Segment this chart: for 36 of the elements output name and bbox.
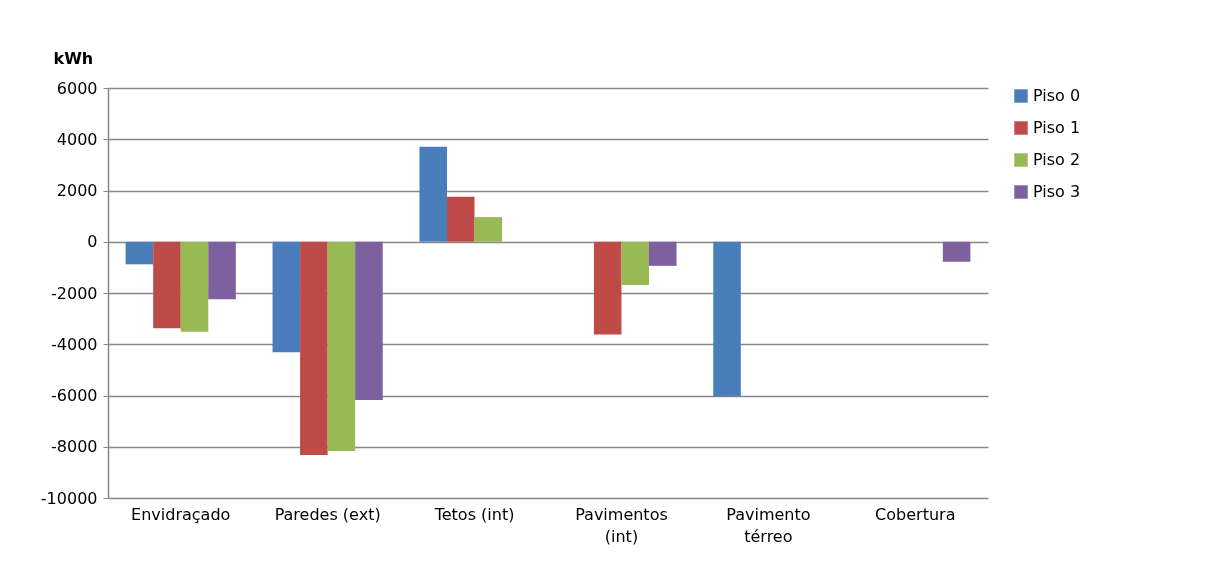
bar [419,146,447,242]
y-axis-title: kWh [53,48,94,68]
legend-label: Piso 0 [1033,86,1081,105]
legend-label: Piso 1 [1033,118,1081,137]
y-tick-label: -10000 [40,488,98,508]
x-tick-label: Envidraçado [131,504,231,524]
y-tick-label: -8000 [51,437,98,457]
y-tick-label: 2000 [56,181,98,200]
y-tick-label: -2000 [51,283,98,303]
bar [153,241,181,329]
y-tick-label: 6000 [56,78,98,98]
bar [125,241,154,265]
legend-label: Piso 2 [1033,150,1081,169]
bar [355,241,383,401]
bar [300,241,328,455]
y-tick-label: -4000 [51,334,98,354]
x-tick-label: Cobertura [875,504,956,524]
y-tick-label: 4000 [56,129,98,149]
bar [649,241,677,266]
bar [621,241,649,286]
y-tick-label: -6000 [51,386,98,405]
bar [942,241,971,262]
x-tick-label: Tetos (int) [433,504,515,524]
x-tick-label: Pavimentos (int) [575,504,668,546]
bar [474,217,503,242]
bar [272,241,301,353]
y-tick-label: 0 [87,232,98,252]
x-tick-label: Paredes (ext) [274,504,381,524]
bar [593,241,622,335]
bar [713,241,741,397]
x-tick-label: Pavimento térreo [726,504,811,546]
legend-label: Piso 3 [1033,182,1081,201]
bar [447,196,475,242]
bar [327,241,356,452]
bar [180,241,209,332]
bar [208,241,236,300]
